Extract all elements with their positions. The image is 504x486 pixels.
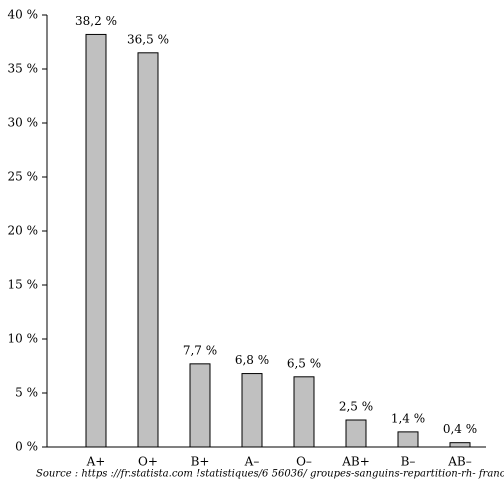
y-tick-label: 25 %: [8, 170, 39, 184]
bar: [137, 52, 159, 448]
value-label: 1,4 %: [391, 411, 425, 425]
bar: [293, 376, 315, 448]
y-tick-label: 40 %: [8, 8, 39, 22]
x-tick-label: AB+: [341, 455, 370, 469]
value-label: 38,2 %: [75, 14, 117, 28]
y-tick-label: 20 %: [8, 224, 39, 238]
x-tick-label: AB–: [447, 455, 471, 469]
x-tick-label: B+: [191, 455, 210, 469]
value-label: 6,5 %: [287, 356, 321, 370]
bar: [397, 431, 419, 448]
bar: [189, 363, 211, 448]
y-tick-label: 10 %: [8, 332, 39, 346]
x-tick-label: O+: [138, 455, 158, 469]
bar: [85, 33, 107, 448]
x-tick-label: A+: [86, 455, 106, 469]
bar: [241, 373, 263, 448]
source-note: Source : https ://fr.statista.com !stati…: [36, 469, 504, 480]
bar: [449, 442, 471, 448]
value-label: 2,5 %: [339, 400, 373, 414]
x-tick-label: A–: [244, 455, 260, 469]
value-label: 6,8 %: [235, 353, 269, 367]
y-tick-label: 15 %: [8, 278, 39, 292]
y-tick-label: 30 %: [8, 116, 39, 130]
x-tick-label: B–: [401, 455, 416, 469]
value-label: 7,7 %: [183, 343, 217, 357]
x-tick-label: O–: [296, 455, 312, 469]
y-tick-label: 35 %: [8, 62, 39, 76]
value-label: 0,4 %: [443, 422, 477, 436]
y-tick-label: 0 %: [15, 440, 38, 454]
y-tick-label: 5 %: [15, 386, 38, 400]
bar: [345, 419, 367, 448]
value-label: 36,5 %: [127, 32, 169, 46]
